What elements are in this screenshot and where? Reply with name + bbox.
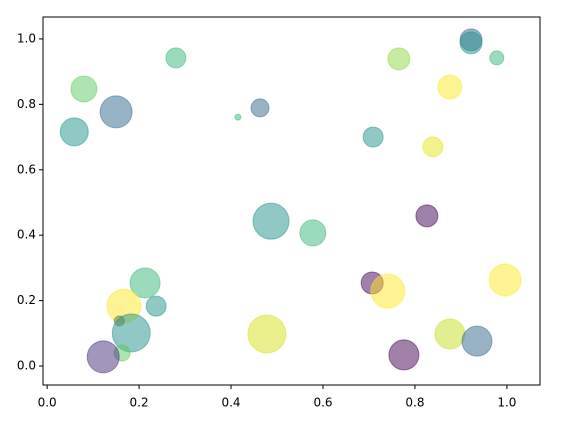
bubble [459,31,483,55]
bubble [437,74,463,100]
bubble [59,117,89,147]
bubble [145,295,167,317]
bubble [370,273,406,309]
bubble [488,263,522,297]
bubble [70,75,98,103]
y-tick-label: 0.0 [17,359,36,373]
bubble [252,202,290,240]
bubble [388,339,420,371]
x-tick-label: 0.4 [221,396,240,410]
bubble [434,318,466,350]
bubble [129,267,161,299]
bubble [111,313,151,353]
bubble [387,47,411,71]
bubble [247,314,287,354]
y-tick-label: 0.8 [17,97,36,111]
bubble [234,113,242,121]
x-tick-label: 0.0 [38,396,57,410]
bubble [461,325,493,357]
bubble [250,98,270,118]
y-tick-label: 0.4 [17,228,36,242]
x-tick-label: 1.0 [497,396,516,410]
x-tick-label: 0.6 [313,396,332,410]
plot-area [59,28,522,374]
x-tick-label: 0.2 [130,396,149,410]
bubble [86,340,120,374]
y-tick-label: 0.2 [17,293,36,307]
y-tick-label: 0.6 [17,162,36,176]
bubble [422,136,444,158]
bubble [299,219,327,247]
bubble [99,95,133,129]
bubble [165,47,187,69]
y-tick-label: 1.0 [17,31,36,45]
bubble [362,126,384,148]
bubble [415,204,439,228]
x-tick-label: 0.8 [405,396,424,410]
bubble [489,50,505,66]
axes-frame [42,16,541,386]
